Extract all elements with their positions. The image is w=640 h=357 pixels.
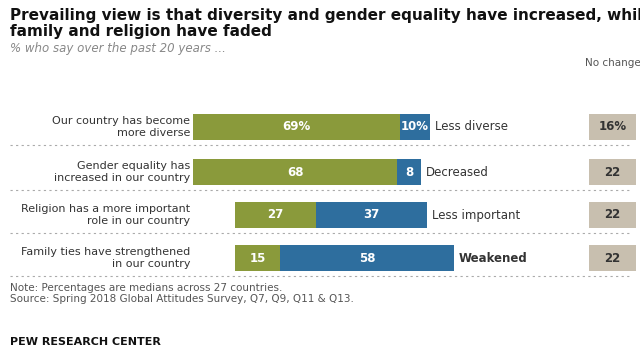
- Bar: [280, 245, 454, 271]
- Bar: [193, 114, 400, 140]
- Bar: [316, 202, 427, 228]
- Text: Our country has become
more diverse: Our country has become more diverse: [52, 116, 190, 138]
- Bar: [589, 114, 636, 140]
- Text: 16%: 16%: [598, 121, 627, 134]
- Text: 22: 22: [604, 208, 621, 221]
- Text: family and religion have faded: family and religion have faded: [10, 24, 272, 39]
- Text: Family ties have strengthened
in our country: Family ties have strengthened in our cou…: [20, 247, 190, 269]
- Text: Prevailing view is that diversity and gender equality have increased, while ties: Prevailing view is that diversity and ge…: [10, 8, 640, 23]
- Bar: [397, 159, 421, 185]
- Text: 8: 8: [405, 166, 413, 178]
- Text: Gender equality has
increased in our country: Gender equality has increased in our cou…: [54, 161, 190, 183]
- Text: 69%: 69%: [282, 121, 310, 134]
- Bar: [589, 159, 636, 185]
- Text: 22: 22: [604, 166, 621, 178]
- Text: Weakened: Weakened: [459, 251, 528, 265]
- Text: 37: 37: [364, 208, 380, 221]
- Text: Religion has a more important
role in our country: Religion has a more important role in ou…: [21, 204, 190, 226]
- Text: Note: Percentages are medians across 27 countries.: Note: Percentages are medians across 27 …: [10, 283, 282, 293]
- Bar: [400, 114, 430, 140]
- Text: No change: No change: [584, 58, 640, 68]
- Text: Decreased: Decreased: [426, 166, 489, 178]
- Text: PEW RESEARCH CENTER: PEW RESEARCH CENTER: [10, 337, 161, 347]
- Text: % who say over the past 20 years ...: % who say over the past 20 years ...: [10, 42, 226, 55]
- Text: 15: 15: [250, 251, 266, 265]
- Bar: [235, 202, 316, 228]
- Text: 22: 22: [604, 251, 621, 265]
- Bar: [589, 245, 636, 271]
- Text: Less important: Less important: [432, 208, 520, 221]
- Text: 10%: 10%: [401, 121, 429, 134]
- Text: 27: 27: [268, 208, 284, 221]
- Text: Less diverse: Less diverse: [435, 121, 508, 134]
- Text: Source: Spring 2018 Global Attitudes Survey, Q7, Q9, Q11 & Q13.: Source: Spring 2018 Global Attitudes Sur…: [10, 294, 354, 304]
- Bar: [589, 202, 636, 228]
- Bar: [235, 245, 280, 271]
- Bar: [193, 159, 397, 185]
- Text: 58: 58: [359, 251, 375, 265]
- Text: 68: 68: [287, 166, 303, 178]
